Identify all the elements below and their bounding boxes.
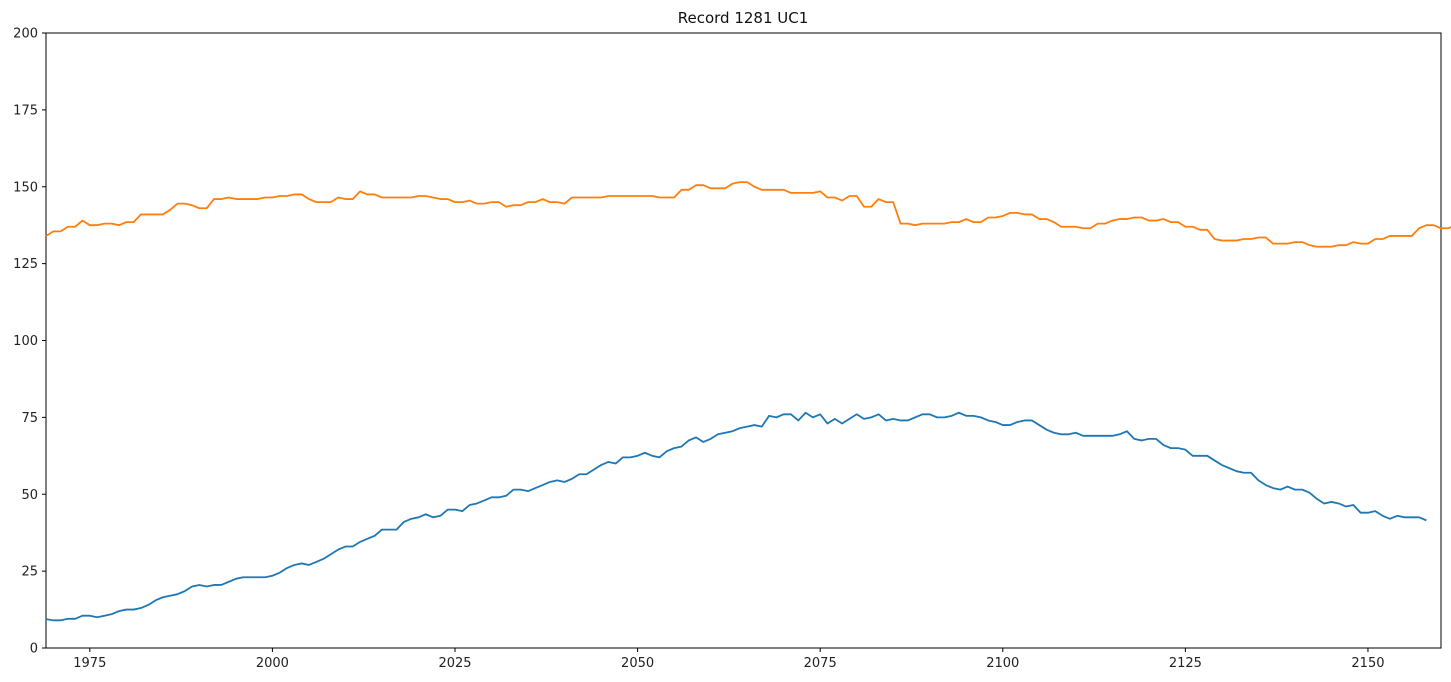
x-tick-label: 2075 [804, 656, 837, 671]
y-tick-label: 75 [21, 411, 38, 426]
plot-frame [45, 32, 1442, 649]
x-tick-label: 2100 [986, 656, 1019, 671]
series-line-2 [45, 181, 1451, 248]
plot-area [45, 32, 1442, 649]
y-tick-label: 175 [13, 103, 38, 118]
x-tick-label: 2050 [621, 656, 654, 671]
y-axis: 0 25 50 75 100 125 150 175 200 [13, 27, 46, 657]
chart-title: Record 1281 UC1 [678, 9, 809, 27]
x-tick-label: 2025 [438, 656, 471, 671]
x-tick-label: 1975 [73, 656, 106, 671]
x-axis: 1975 2000 2025 2050 2075 2100 2125 2150 [73, 648, 1385, 671]
y-tick-label: 200 [13, 27, 38, 42]
y-tick-label: 0 [30, 642, 38, 657]
series-line-1 [45, 411, 1427, 622]
y-tick-label: 50 [21, 488, 38, 503]
series-layer [45, 181, 1451, 622]
y-tick-label: 150 [13, 180, 38, 195]
y-tick-label: 100 [13, 334, 38, 349]
y-tick-label: 125 [13, 257, 38, 272]
y-tick-label: 25 [21, 565, 38, 580]
x-tick-label: 2125 [1169, 656, 1202, 671]
x-tick-label: 2000 [256, 656, 289, 671]
x-tick-label: 2150 [1351, 656, 1384, 671]
